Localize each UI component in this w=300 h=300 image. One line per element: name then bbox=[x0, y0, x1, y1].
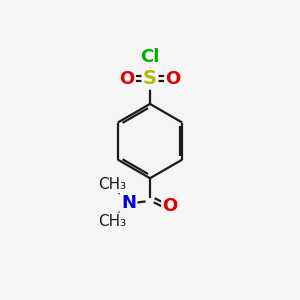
Text: S: S bbox=[143, 69, 157, 88]
Text: CH₃: CH₃ bbox=[98, 214, 126, 229]
Text: N: N bbox=[121, 194, 136, 212]
Text: Cl: Cl bbox=[140, 48, 160, 66]
Text: CH₃: CH₃ bbox=[98, 177, 126, 192]
Text: O: O bbox=[166, 70, 181, 88]
Text: O: O bbox=[163, 197, 178, 215]
Text: O: O bbox=[119, 70, 134, 88]
